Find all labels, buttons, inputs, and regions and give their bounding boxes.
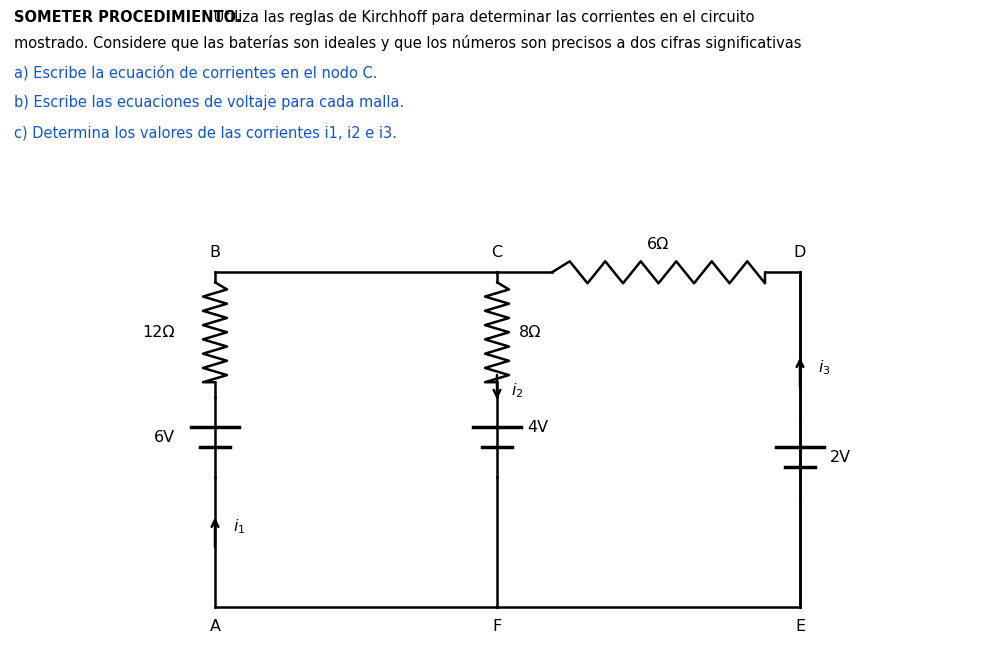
Text: 6Ω: 6Ω (647, 237, 670, 252)
Text: 4V: 4V (527, 420, 548, 435)
Text: b) Escribe las ecuaciones de voltaje para cada malla.: b) Escribe las ecuaciones de voltaje par… (14, 95, 404, 111)
Text: B: B (210, 246, 220, 260)
Text: A: A (210, 619, 220, 634)
Text: c) Determina los valores de las corrientes i1, i2 e i3.: c) Determina los valores de las corrient… (14, 125, 397, 140)
Text: $i_1$: $i_1$ (233, 518, 245, 536)
Text: $i_3$: $i_3$ (818, 358, 830, 377)
Text: a) Escribe la ecuación de corrientes en el nodo C.: a) Escribe la ecuación de corrientes en … (14, 65, 378, 81)
Text: D: D (794, 246, 806, 260)
Text: 2V: 2V (830, 449, 851, 465)
Text: 6V: 6V (154, 430, 175, 445)
Text: F: F (492, 619, 502, 634)
Text: mostrado. Considere que las baterías son ideales y que los números son precisos : mostrado. Considere que las baterías son… (14, 35, 802, 51)
Text: E: E (795, 619, 805, 634)
Text: SOMETER PROCEDIMIENTO.: SOMETER PROCEDIMIENTO. (14, 10, 241, 25)
Text: 12Ω: 12Ω (143, 325, 175, 340)
Text: 8Ω: 8Ω (519, 325, 541, 340)
Text: Utiliza las reglas de Kirchhoff para determinar las corrientes en el circuito: Utiliza las reglas de Kirchhoff para det… (209, 10, 755, 25)
Text: C: C (491, 246, 503, 260)
Text: $i_2$: $i_2$ (511, 381, 523, 400)
